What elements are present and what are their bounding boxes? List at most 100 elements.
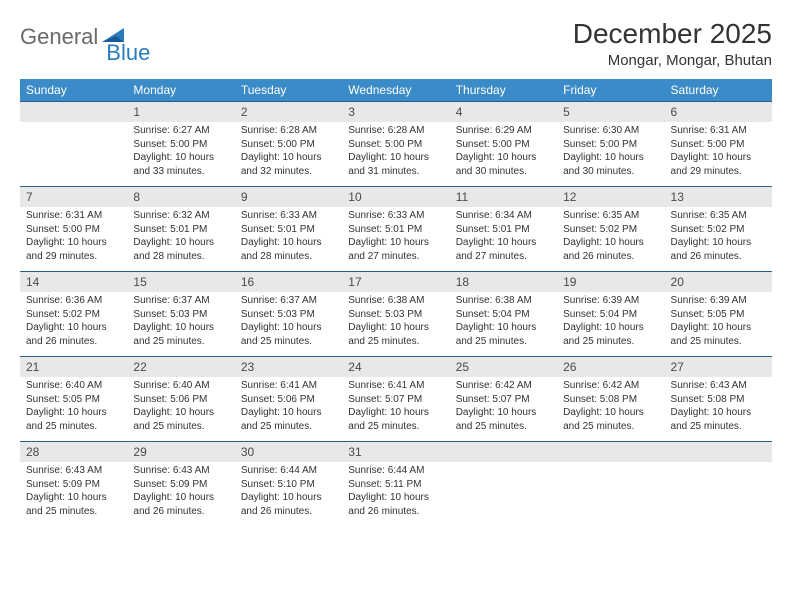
day-number-cell (450, 442, 557, 463)
sunset-line: Sunset: 5:08 PM (671, 393, 766, 407)
sunrise-line: Sunrise: 6:42 AM (456, 379, 551, 393)
day-number: 15 (127, 272, 234, 292)
day-content-cell: Sunrise: 6:27 AMSunset: 5:00 PMDaylight:… (127, 122, 234, 187)
sunset-line: Sunset: 5:00 PM (671, 138, 766, 152)
day-content-cell: Sunrise: 6:44 AMSunset: 5:11 PMDaylight:… (342, 462, 449, 526)
weekday-header-row: Sunday Monday Tuesday Wednesday Thursday… (20, 79, 772, 102)
day-number: 9 (235, 187, 342, 207)
day-number-cell: 13 (665, 187, 772, 208)
day-number-cell: 15 (127, 272, 234, 293)
daylight-line: Daylight: 10 hours and 31 minutes. (348, 151, 443, 178)
sunrise-line: Sunrise: 6:37 AM (241, 294, 336, 308)
day-number-cell: 1 (127, 102, 234, 123)
weekday-header: Saturday (665, 79, 772, 102)
content-row: Sunrise: 6:27 AMSunset: 5:00 PMDaylight:… (20, 122, 772, 187)
day-content-cell: Sunrise: 6:42 AMSunset: 5:08 PMDaylight:… (557, 377, 664, 442)
day-number-cell: 16 (235, 272, 342, 293)
day-number-cell: 6 (665, 102, 772, 123)
sunset-line: Sunset: 5:09 PM (26, 478, 121, 492)
logo-text-blue: Blue (106, 40, 150, 66)
day-content-cell (450, 462, 557, 526)
day-number: 29 (127, 442, 234, 462)
location-text: Mongar, Mongar, Bhutan (573, 52, 772, 69)
daylight-line: Daylight: 10 hours and 25 minutes. (133, 406, 228, 433)
day-number: 11 (450, 187, 557, 207)
day-content-cell (557, 462, 664, 526)
page-header: General Blue December 2025 Mongar, Monga… (20, 18, 772, 69)
sunset-line: Sunset: 5:00 PM (456, 138, 551, 152)
day-content-cell: Sunrise: 6:41 AMSunset: 5:06 PMDaylight:… (235, 377, 342, 442)
sunset-line: Sunset: 5:05 PM (26, 393, 121, 407)
sunset-line: Sunset: 5:07 PM (348, 393, 443, 407)
sunrise-line: Sunrise: 6:38 AM (348, 294, 443, 308)
day-number: 24 (342, 357, 449, 377)
day-number-cell: 10 (342, 187, 449, 208)
sunrise-line: Sunrise: 6:27 AM (133, 124, 228, 138)
day-number: 1 (127, 102, 234, 122)
sunset-line: Sunset: 5:00 PM (133, 138, 228, 152)
day-number-cell: 18 (450, 272, 557, 293)
day-number (557, 442, 664, 462)
day-number-cell (20, 102, 127, 123)
day-number (665, 442, 772, 462)
day-content-cell: Sunrise: 6:42 AMSunset: 5:07 PMDaylight:… (450, 377, 557, 442)
day-number-cell: 31 (342, 442, 449, 463)
sunrise-line: Sunrise: 6:41 AM (241, 379, 336, 393)
day-number-cell: 30 (235, 442, 342, 463)
sunset-line: Sunset: 5:03 PM (241, 308, 336, 322)
content-row: Sunrise: 6:43 AMSunset: 5:09 PMDaylight:… (20, 462, 772, 526)
day-number-cell: 14 (20, 272, 127, 293)
calendar-table: Sunday Monday Tuesday Wednesday Thursday… (20, 79, 772, 526)
daylight-line: Daylight: 10 hours and 25 minutes. (348, 406, 443, 433)
day-number: 18 (450, 272, 557, 292)
day-number: 22 (127, 357, 234, 377)
day-number: 8 (127, 187, 234, 207)
sunrise-line: Sunrise: 6:43 AM (671, 379, 766, 393)
day-number: 12 (557, 187, 664, 207)
daylight-line: Daylight: 10 hours and 26 minutes. (671, 236, 766, 263)
day-content-cell: Sunrise: 6:36 AMSunset: 5:02 PMDaylight:… (20, 292, 127, 357)
day-number-cell (665, 442, 772, 463)
daylight-line: Daylight: 10 hours and 30 minutes. (563, 151, 658, 178)
day-number-cell: 28 (20, 442, 127, 463)
sunset-line: Sunset: 5:10 PM (241, 478, 336, 492)
daylight-line: Daylight: 10 hours and 25 minutes. (348, 321, 443, 348)
day-number: 30 (235, 442, 342, 462)
day-number-cell: 25 (450, 357, 557, 378)
day-number-cell (557, 442, 664, 463)
sunrise-line: Sunrise: 6:30 AM (563, 124, 658, 138)
day-number: 31 (342, 442, 449, 462)
day-content-cell: Sunrise: 6:37 AMSunset: 5:03 PMDaylight:… (235, 292, 342, 357)
day-content-cell: Sunrise: 6:34 AMSunset: 5:01 PMDaylight:… (450, 207, 557, 272)
daylight-line: Daylight: 10 hours and 29 minutes. (671, 151, 766, 178)
daylight-line: Daylight: 10 hours and 25 minutes. (671, 406, 766, 433)
day-content-cell: Sunrise: 6:39 AMSunset: 5:04 PMDaylight:… (557, 292, 664, 357)
day-number-cell: 23 (235, 357, 342, 378)
sunset-line: Sunset: 5:04 PM (456, 308, 551, 322)
day-content-cell: Sunrise: 6:30 AMSunset: 5:00 PMDaylight:… (557, 122, 664, 187)
day-number-cell: 5 (557, 102, 664, 123)
daylight-line: Daylight: 10 hours and 26 minutes. (26, 321, 121, 348)
day-content-cell (665, 462, 772, 526)
day-content-cell: Sunrise: 6:40 AMSunset: 5:05 PMDaylight:… (20, 377, 127, 442)
sunrise-line: Sunrise: 6:31 AM (26, 209, 121, 223)
sunset-line: Sunset: 5:03 PM (133, 308, 228, 322)
day-content-cell: Sunrise: 6:41 AMSunset: 5:07 PMDaylight:… (342, 377, 449, 442)
content-row: Sunrise: 6:40 AMSunset: 5:05 PMDaylight:… (20, 377, 772, 442)
sunset-line: Sunset: 5:04 PM (563, 308, 658, 322)
day-content-cell: Sunrise: 6:33 AMSunset: 5:01 PMDaylight:… (235, 207, 342, 272)
sunrise-line: Sunrise: 6:43 AM (26, 464, 121, 478)
sunrise-line: Sunrise: 6:39 AM (671, 294, 766, 308)
day-number: 20 (665, 272, 772, 292)
sunset-line: Sunset: 5:02 PM (563, 223, 658, 237)
daynum-row: 78910111213 (20, 187, 772, 208)
day-number: 26 (557, 357, 664, 377)
daylight-line: Daylight: 10 hours and 25 minutes. (671, 321, 766, 348)
day-number: 19 (557, 272, 664, 292)
day-number-cell: 19 (557, 272, 664, 293)
weekday-header: Thursday (450, 79, 557, 102)
day-content-cell: Sunrise: 6:31 AMSunset: 5:00 PMDaylight:… (665, 122, 772, 187)
sunset-line: Sunset: 5:01 PM (456, 223, 551, 237)
day-number: 6 (665, 102, 772, 122)
sunrise-line: Sunrise: 6:44 AM (348, 464, 443, 478)
